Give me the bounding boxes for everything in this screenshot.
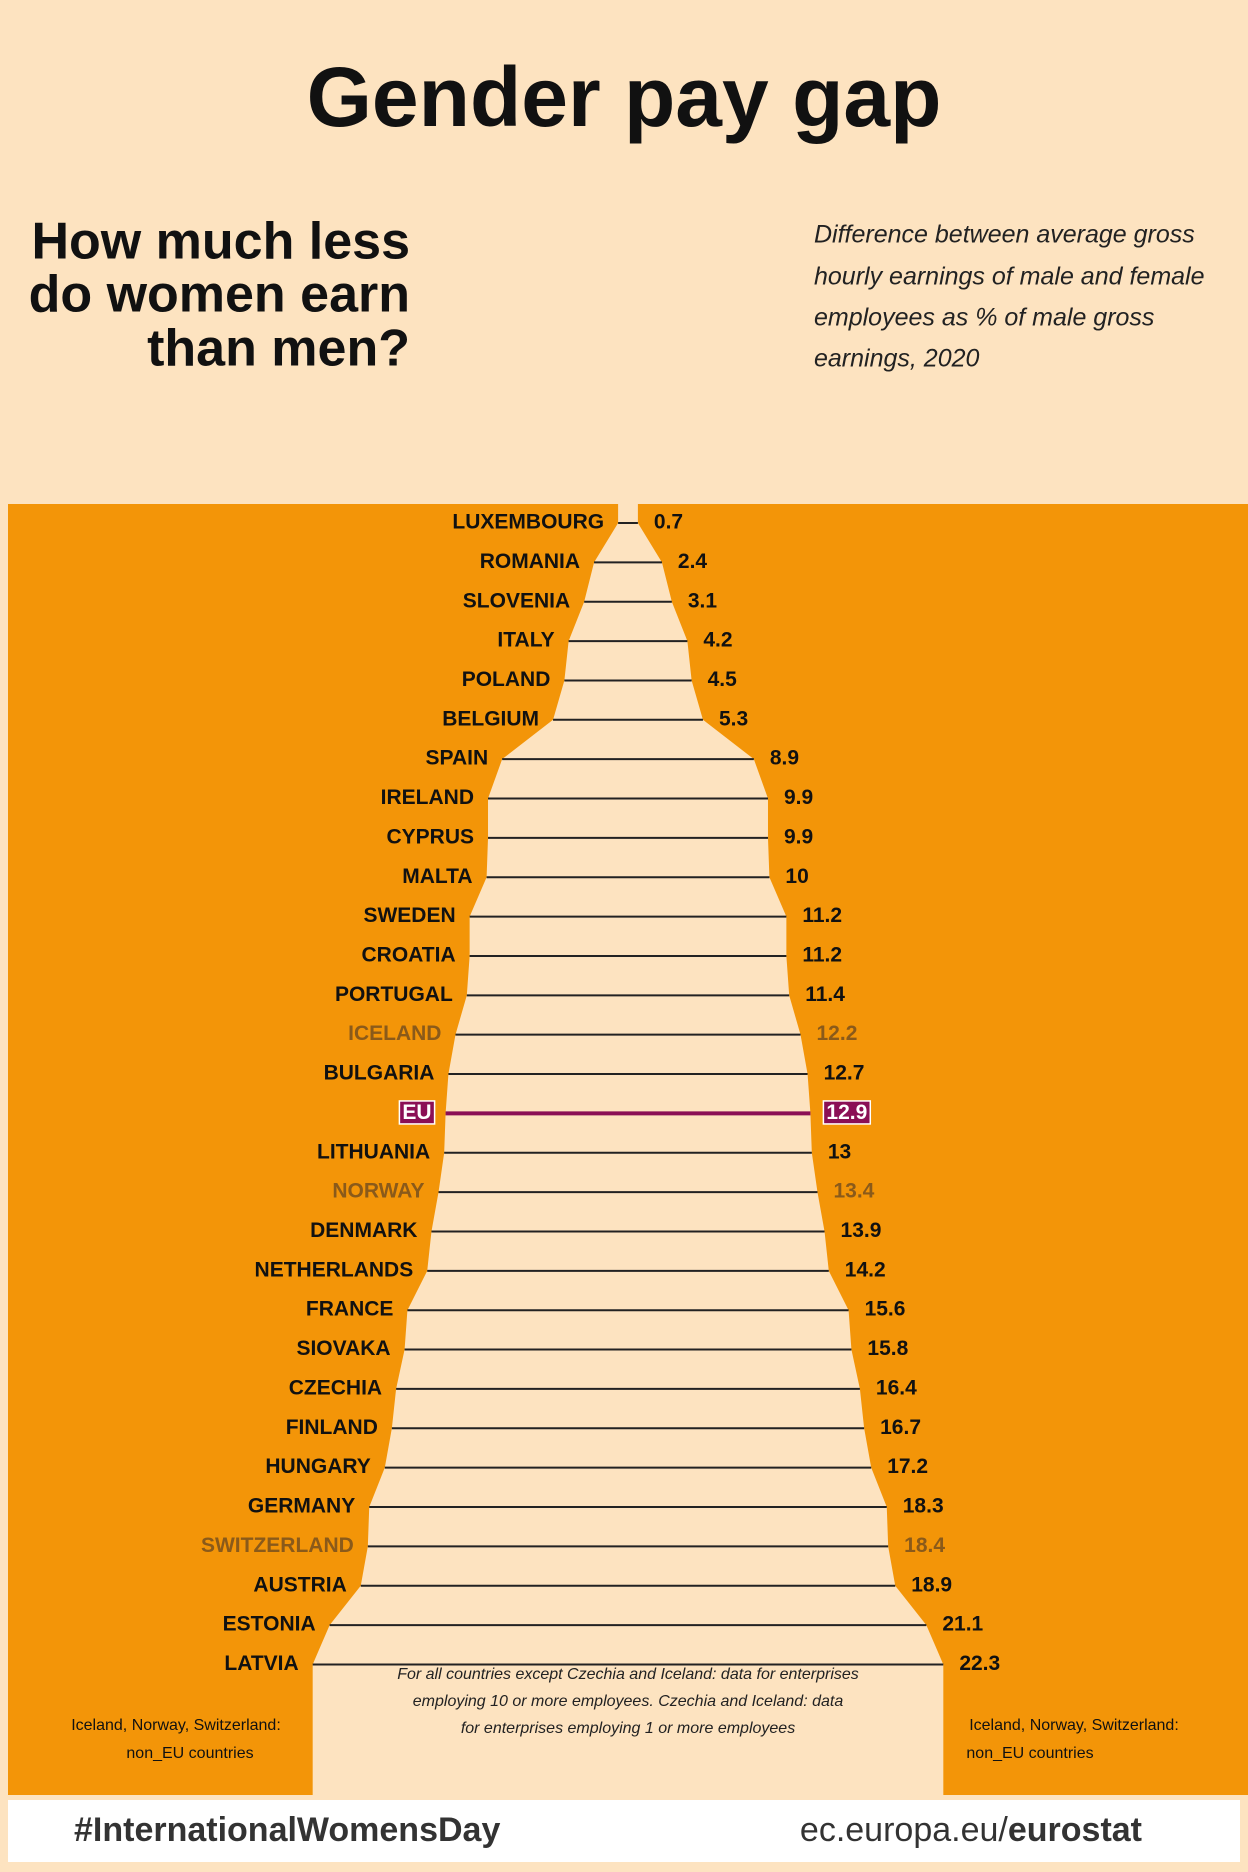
country-label: BELGIUM	[442, 707, 539, 730]
value-label: 9.9	[784, 786, 813, 809]
country-label: SWEDEN	[363, 904, 455, 927]
highlight-box	[822, 1100, 872, 1125]
country-label: LUXEMBOURG	[452, 511, 604, 534]
value-label: 14.2	[845, 1258, 886, 1281]
country-label: NETHERLANDS	[255, 1258, 414, 1281]
value-label: 16.4	[876, 1376, 917, 1399]
highlight-box	[398, 1100, 436, 1125]
value-label: 11.2	[802, 904, 842, 927]
country-label: SIOVAKA	[296, 1337, 390, 1360]
country-label: FRANCE	[306, 1298, 394, 1321]
note-line: Iceland, Norway, Switzerland:	[71, 1717, 281, 1734]
subtitle-line: Difference between average gross	[814, 221, 1195, 249]
country-label: AUSTRIA	[253, 1573, 346, 1596]
value-label: 12.2	[817, 1022, 858, 1045]
country-label: PORTUGAL	[335, 983, 453, 1006]
country-label: ESTONIA	[223, 1613, 316, 1636]
value-label: 16.7	[880, 1416, 921, 1439]
country-label: LITHUANIA	[317, 1140, 430, 1163]
country-label: MALTA	[402, 865, 472, 888]
value-label: 13.9	[841, 1219, 882, 1242]
country-label: SPAIN	[426, 747, 489, 770]
value-label: 13	[828, 1140, 851, 1163]
source: ec.europa.eu/eurostat	[800, 1811, 1142, 1849]
country-label: LATVIA	[224, 1652, 298, 1675]
footnote-line: For all countries except Czechia and Ice…	[397, 1666, 859, 1683]
value-label: 11.2	[802, 944, 842, 967]
value-label: 22.3	[959, 1652, 1000, 1675]
country-label: GERMANY	[248, 1495, 355, 1518]
country-label: POLAND	[462, 668, 551, 691]
value-label: 12.7	[824, 1062, 865, 1085]
question-line: How much less	[31, 213, 410, 271]
value-label: 10	[785, 865, 808, 888]
value-label: 4.2	[703, 629, 732, 652]
value-label: 5.3	[719, 707, 748, 730]
country-label: HUNGARY	[265, 1455, 370, 1478]
value-label: 15.6	[865, 1298, 906, 1321]
question-line: do women earn	[29, 266, 410, 324]
note-line: non_EU countries	[126, 1745, 253, 1762]
country-label: CROATIA	[362, 944, 456, 967]
country-label: IRELAND	[381, 786, 474, 809]
value-label: 4.5	[708, 668, 738, 691]
note-line: non_EU countries	[966, 1745, 1093, 1762]
value-label: 21.1	[942, 1613, 983, 1636]
country-label: BULGARIA	[324, 1062, 435, 1085]
value-label: 3.1	[688, 589, 718, 612]
country-label: FINLAND	[286, 1416, 378, 1439]
value-label: 18.9	[911, 1573, 952, 1596]
country-label: EU	[402, 1101, 431, 1124]
footnote-line: for enterprises employing 1 or more empl…	[461, 1720, 795, 1737]
value-label: 18.3	[903, 1495, 944, 1518]
note-line: Iceland, Norway, Switzerland:	[969, 1717, 1179, 1734]
question-line: than men?	[147, 320, 410, 378]
subtitle-line: employees as % of male gross	[814, 304, 1154, 332]
chart: LUXEMBOURG 0.7 ROMANIA 2.4 SLOVENIA 3.1 ITALY 4…	[201, 504, 1000, 1795]
hashtag: #InternationalWomensDay	[74, 1811, 500, 1849]
value-label: 11.4	[805, 983, 845, 1006]
value-label: 15.8	[867, 1337, 908, 1360]
value-label: 17.2	[887, 1455, 928, 1478]
footnote-line: employing 10 or more employees. Czechia …	[413, 1693, 844, 1710]
title: Gender pay gap	[307, 50, 942, 144]
value-label: 12.9	[826, 1101, 867, 1124]
country-label: DENMARK	[310, 1219, 417, 1242]
value-label: 0.7	[654, 511, 683, 534]
footer-band	[8, 1800, 1240, 1862]
source-domain: ec.europa.eu/	[800, 1811, 1008, 1849]
country-label: ITALY	[497, 629, 554, 652]
country-label: SLOVENIA	[463, 589, 570, 612]
country-label: SWITZERLAND	[201, 1534, 354, 1557]
country-label: CZECHIA	[289, 1376, 382, 1399]
value-label: 18.4	[904, 1534, 945, 1557]
country-label: ICELAND	[348, 1022, 441, 1045]
country-label: ROMANIA	[480, 550, 580, 573]
subtitle-line: earnings, 2020	[814, 345, 980, 373]
country-label: NORWAY	[332, 1180, 424, 1203]
source-brand: eurostat	[1008, 1811, 1142, 1849]
value-label: 9.9	[784, 825, 813, 848]
subtitle-line: hourly earnings of male and female	[814, 263, 1205, 291]
value-label: 2.4	[678, 550, 708, 573]
value-label: 13.4	[833, 1180, 874, 1203]
value-label: 8.9	[770, 747, 799, 770]
pyramid-background	[312, 504, 944, 1795]
country-label: CYPRUS	[386, 825, 474, 848]
